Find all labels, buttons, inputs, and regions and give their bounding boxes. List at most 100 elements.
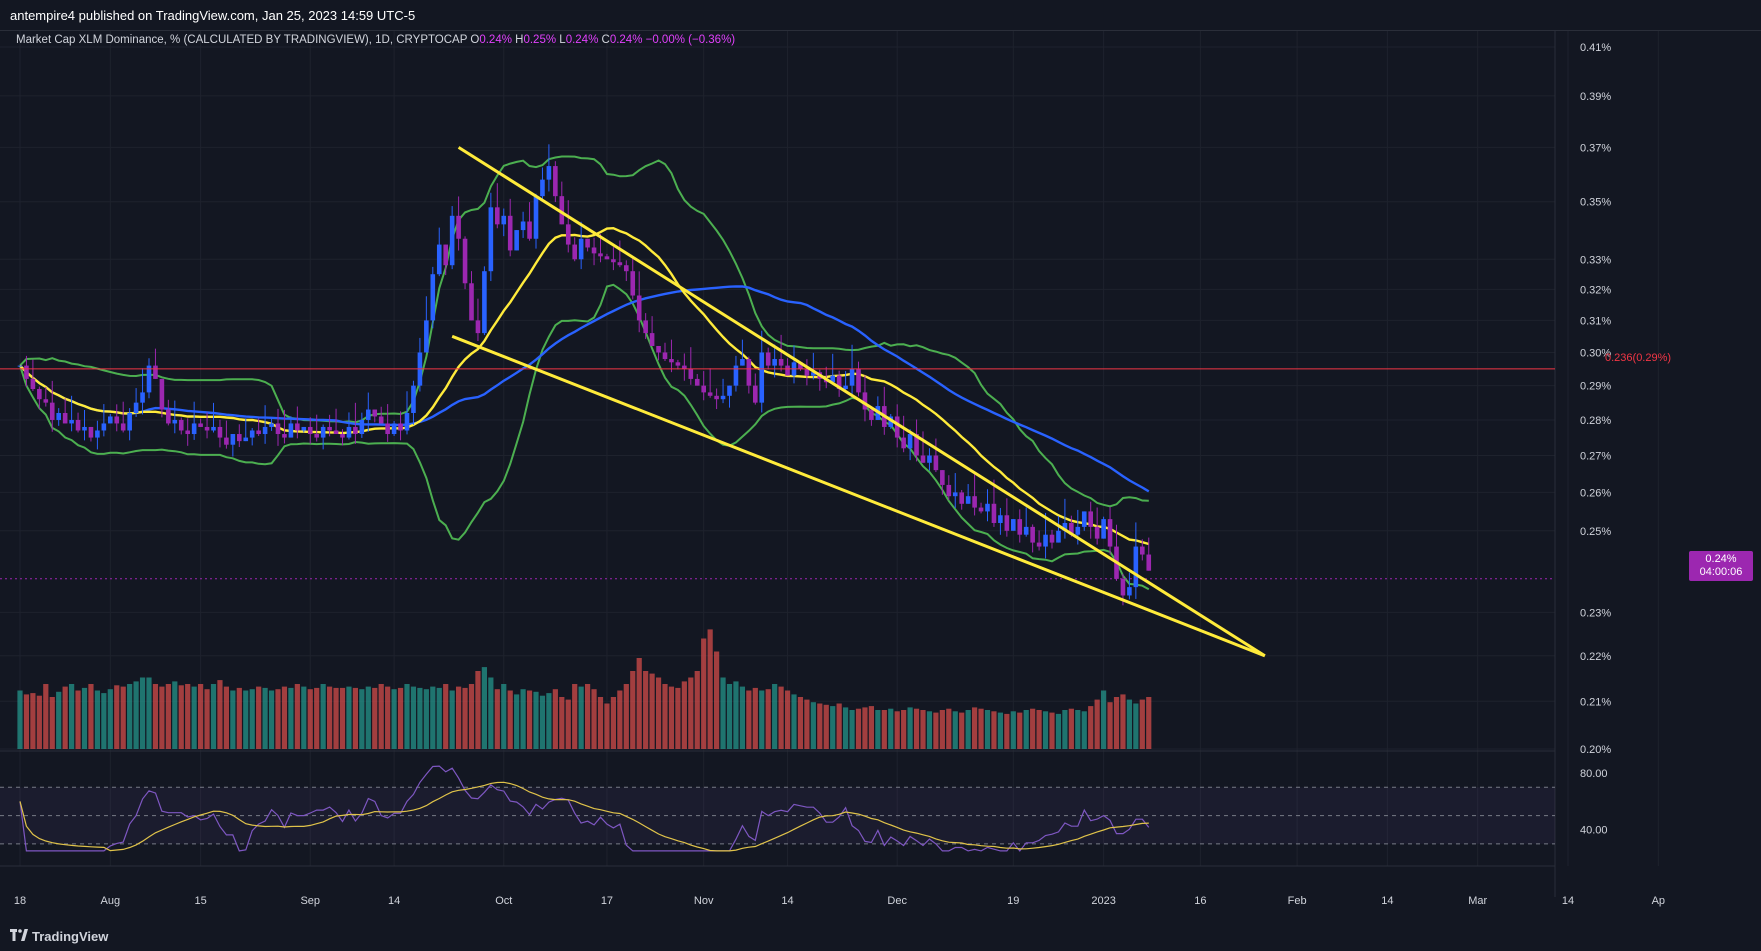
- volume-bar: [707, 629, 713, 749]
- price-axis-label: 0.26%: [1580, 487, 1611, 499]
- volume-bar: [468, 684, 475, 749]
- legend-change: −0.00% (−0.36%): [645, 34, 736, 46]
- candle-body: [95, 430, 100, 438]
- candle-body: [56, 412, 61, 420]
- price-axis-label: 0.28%: [1580, 415, 1611, 427]
- symbol-legend: Market Cap XLM Dominance, % (CALCULATED …: [16, 34, 735, 46]
- volume-bar: [1081, 711, 1087, 749]
- volume-bar: [378, 684, 384, 749]
- candle-body: [224, 437, 229, 445]
- volume-bar: [855, 708, 862, 749]
- wedge-lower-trendline: [451, 334, 1266, 658]
- volume-bar: [56, 691, 62, 749]
- volume-bar: [733, 681, 739, 749]
- price-axis-label: 0.41%: [1580, 42, 1611, 54]
- volume-bar: [959, 712, 965, 749]
- candle-body: [811, 372, 816, 376]
- volume-bar: [778, 686, 784, 749]
- candle-body: [133, 402, 139, 413]
- candle-body: [740, 359, 745, 366]
- time-axis-label: Ap: [1652, 895, 1665, 907]
- candle-body: [778, 359, 784, 366]
- volume-bar: [849, 710, 855, 749]
- volume-bar: [1113, 697, 1120, 749]
- volume-bar: [572, 684, 578, 749]
- volume-bar: [797, 697, 804, 749]
- volume-bar: [933, 712, 939, 749]
- volume-bar: [481, 667, 487, 749]
- volume-bar: [655, 677, 662, 749]
- volume-bar: [694, 671, 700, 749]
- volume-bar: [997, 712, 1003, 749]
- volume-bar: [539, 695, 546, 749]
- volume-bar: [662, 684, 668, 749]
- volume-bar: [185, 684, 191, 749]
- volume-bar: [901, 710, 907, 749]
- candle-body: [701, 385, 706, 393]
- volume-bar: [1036, 710, 1042, 749]
- candle-body: [565, 224, 571, 245]
- price-axis-label: 0.29%: [1580, 381, 1611, 393]
- volume-bar: [178, 685, 184, 749]
- candle-body: [172, 419, 178, 424]
- candle-body: [643, 320, 648, 334]
- volume-bar: [630, 671, 636, 749]
- legend-low-value: 0.24%: [565, 34, 599, 46]
- price-chart[interactable]: 0.41% 0.39% 0.37% 0.35% 0.33% 0.32% 0.31% 0.30%…: [0, 31, 1761, 922]
- candle-body: [108, 416, 113, 424]
- volume-bar: [862, 707, 868, 749]
- candle-body: [959, 492, 964, 504]
- candle-body: [1030, 526, 1035, 543]
- candle-body: [75, 419, 81, 431]
- legend-high-label: H: [515, 34, 524, 46]
- time-axis-label: 18: [14, 895, 26, 907]
- publish-header-text: antempire4 published on TradingView.com,…: [10, 7, 416, 23]
- candle-body: [24, 365, 29, 379]
- candle-body: [985, 503, 990, 512]
- volume-bar: [772, 684, 778, 749]
- volume-bar: [668, 686, 675, 749]
- price-axis-label: 0.37%: [1580, 142, 1611, 154]
- candle-body: [198, 423, 203, 427]
- footer-branding[interactable]: TradingView: [10, 925, 108, 947]
- volume-bar: [1030, 708, 1036, 749]
- volume-bar: [191, 686, 197, 749]
- volume-bar: [236, 687, 242, 749]
- candle-body: [978, 507, 984, 512]
- candle-body: [656, 345, 661, 353]
- candle-body: [920, 455, 926, 463]
- candle-body: [178, 419, 184, 431]
- volume-bar: [352, 687, 358, 749]
- rsi-axis-label: 80.00: [1580, 768, 1608, 780]
- volume-bar: [623, 684, 629, 749]
- rsi-axis-label: 40.00: [1580, 825, 1608, 837]
- volume-bar: [320, 684, 326, 749]
- candle-body: [411, 385, 416, 413]
- volume-bar: [1075, 710, 1081, 749]
- volume-bar: [475, 671, 481, 749]
- candle-body: [662, 352, 668, 360]
- volume-bar: [23, 694, 30, 749]
- candle-body: [275, 423, 281, 435]
- candle-body: [540, 179, 545, 197]
- candle-body: [249, 430, 255, 438]
- candle-body: [888, 416, 894, 427]
- current-price-tag: 0.24% 04:00:06: [1689, 551, 1753, 581]
- candle-body: [785, 365, 790, 376]
- candle-body: [733, 365, 739, 386]
- ma50-line: [19, 285, 1150, 493]
- candle-body: [759, 352, 765, 403]
- volume-bar: [94, 690, 100, 749]
- time-axis-label: 14: [388, 895, 400, 907]
- time-axis-label: 16: [1194, 895, 1206, 907]
- candle-body: [1017, 519, 1023, 535]
- volume-bar: [172, 681, 178, 749]
- volume-bar: [759, 690, 765, 749]
- chart-frame[interactable]: 0.41% 0.39% 0.37% 0.35% 0.33% 0.32% 0.31% 0.30%…: [0, 30, 1761, 922]
- candle-body: [269, 423, 274, 427]
- volume-bar: [346, 686, 352, 749]
- volume-bar: [836, 703, 842, 749]
- volume-bar: [210, 684, 217, 749]
- candle-body: [675, 362, 681, 366]
- candle-body: [256, 430, 261, 435]
